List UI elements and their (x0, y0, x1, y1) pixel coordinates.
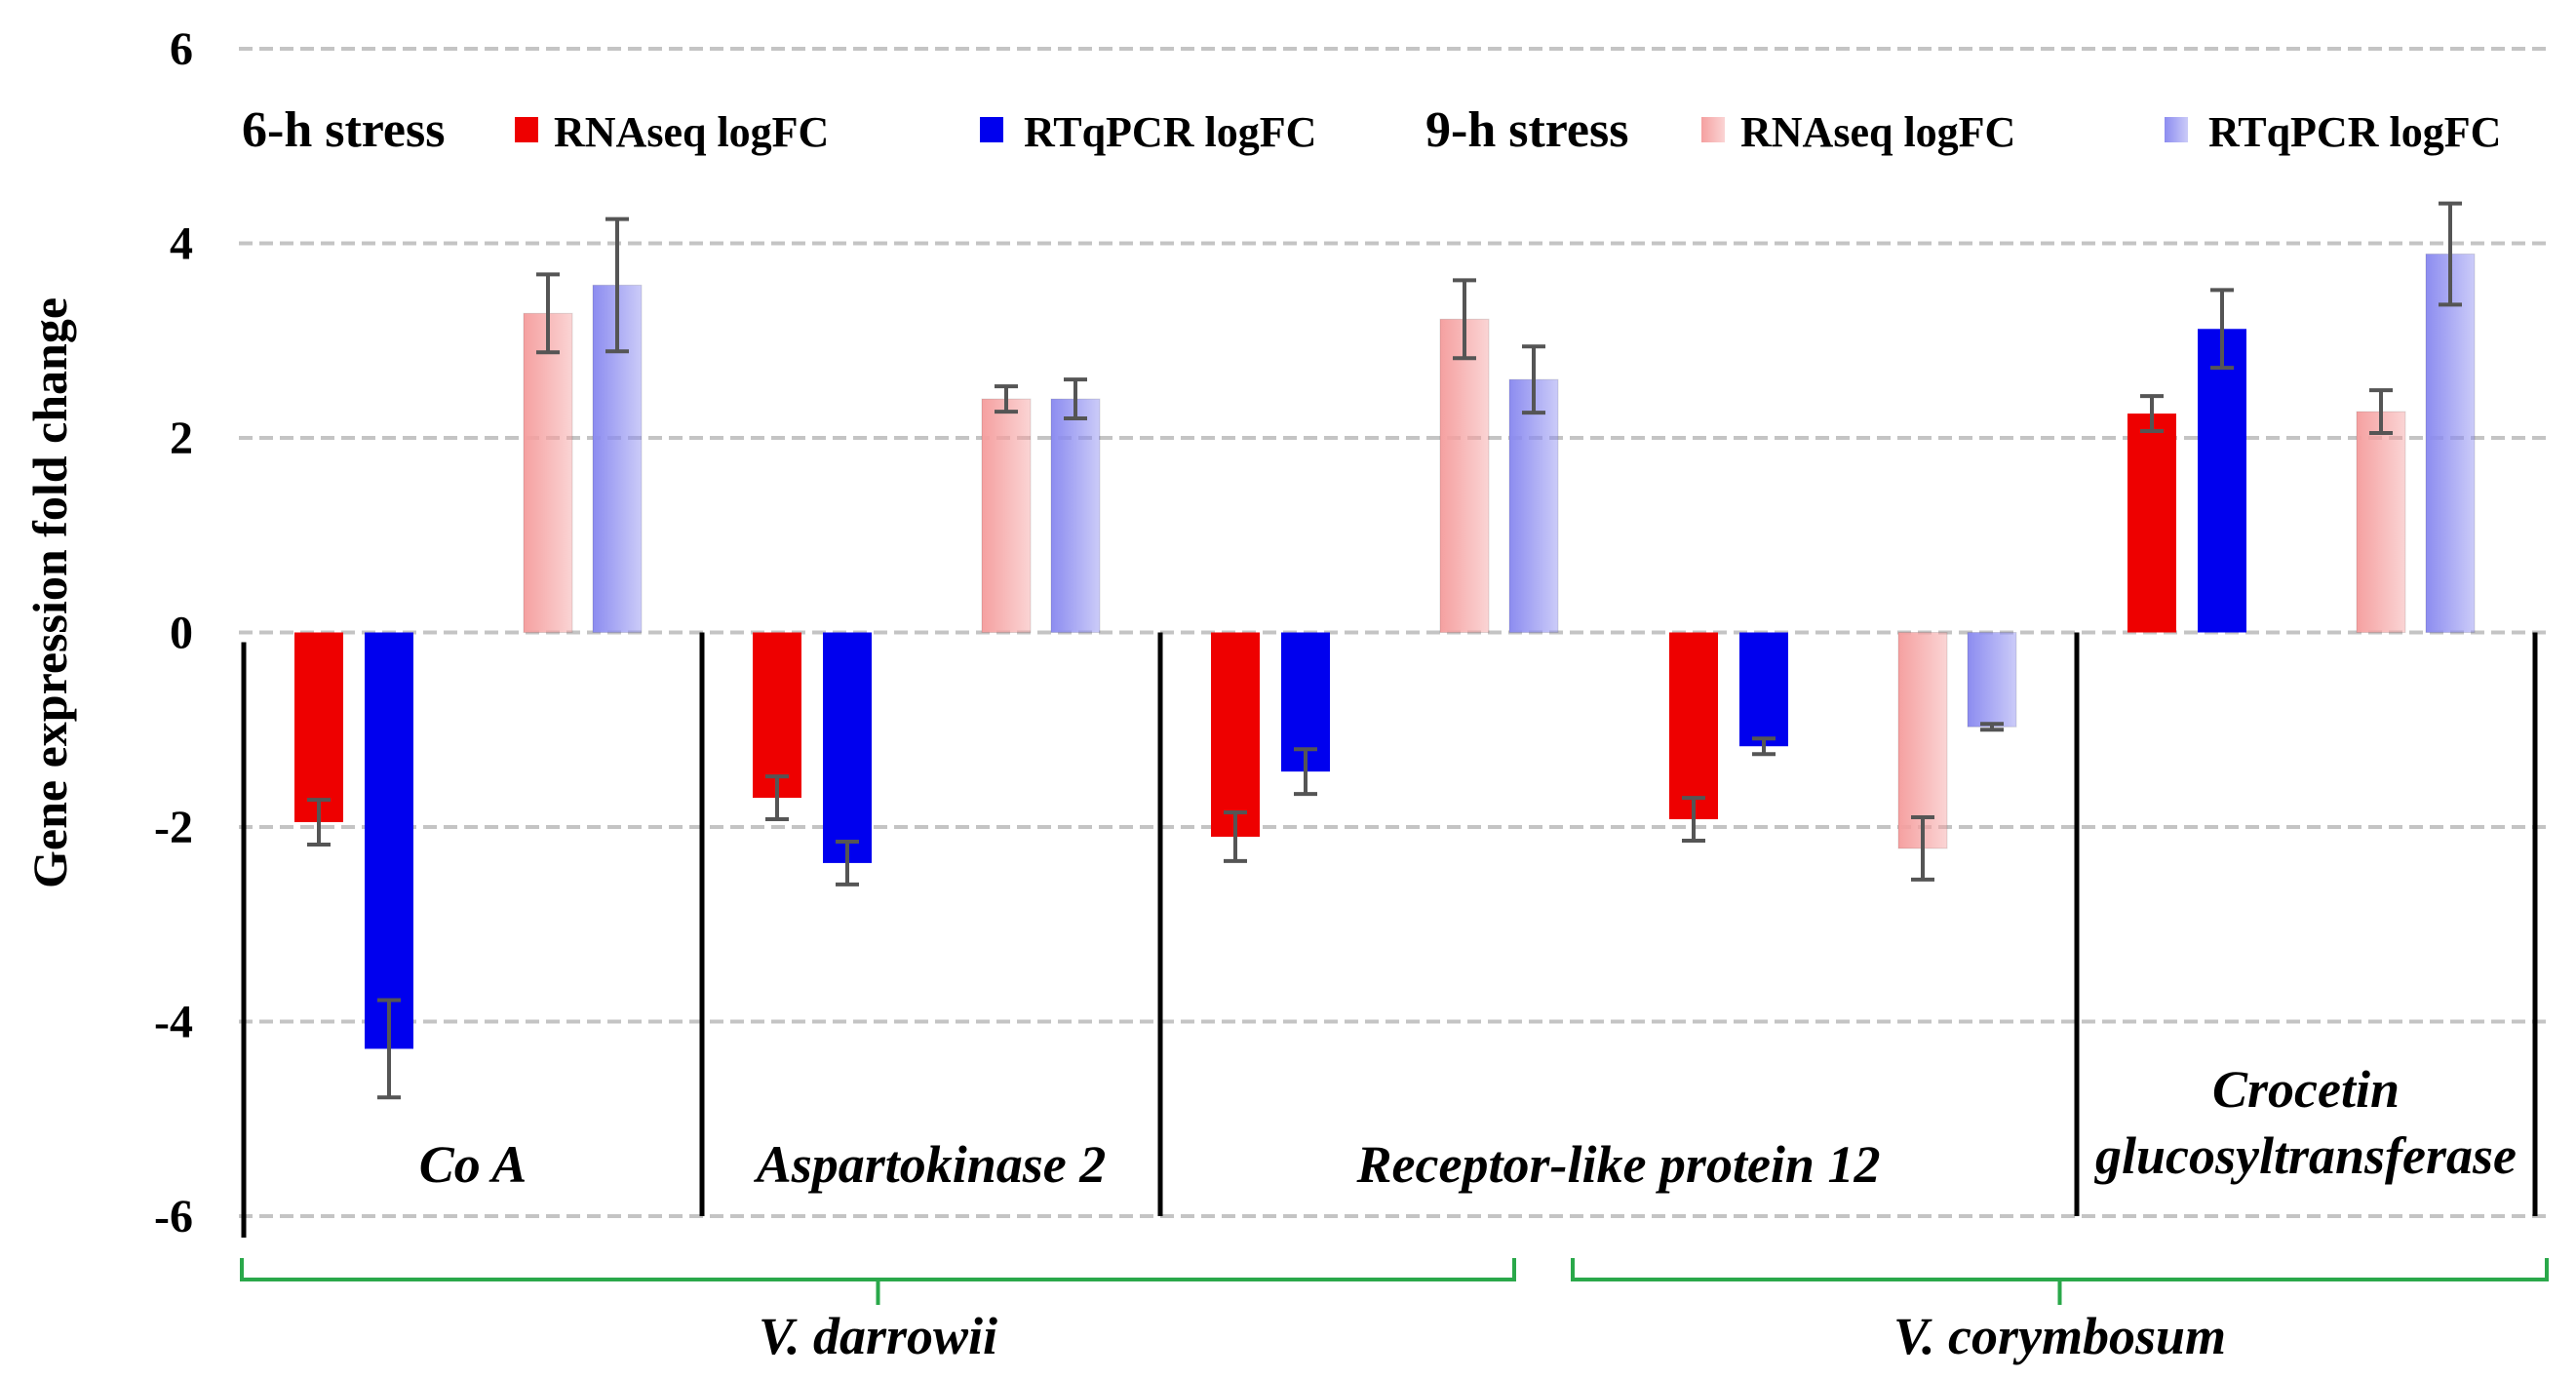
error-bar (1522, 344, 1545, 415)
bar-6-h-stress-rnaseq-logfc-5 (2127, 414, 2176, 633)
y-tick-label: 4 (170, 218, 193, 270)
error-bar (377, 998, 401, 1100)
bar-6-h-stress-rnaseq-logfc-2 (753, 632, 801, 799)
bar-9-h-stress-rtqpcr-logfc-5 (2425, 253, 2476, 633)
legend-group-title: 6-h stress (242, 102, 445, 158)
error-bar (836, 839, 859, 886)
category-label-crocetin-glucosyltransferase: Crocetin glucosyltransferase (2094, 1060, 2517, 1185)
y-tick-label: 2 (170, 413, 193, 464)
error-bar (1682, 796, 1705, 843)
bar-6-h-stress-rnaseq-logfc-1 (294, 632, 343, 823)
bars (294, 253, 2476, 1049)
legend-swatch-9-h-stress-rtqpcr-logfc (2165, 117, 2188, 142)
error-bar (1294, 747, 1317, 797)
species-label: V. darrowii (759, 1307, 997, 1365)
bar-9-h-stress-rnaseq-logfc-4 (1897, 632, 1948, 849)
error-bar (1980, 722, 2004, 732)
legend-swatch-6-h-stress-rtqpcr-logfc (980, 117, 1003, 142)
species-bracket-v-darrowii: V. darrowii (240, 1258, 1516, 1365)
error-bar (1224, 810, 1247, 863)
error-bars (307, 201, 2462, 1100)
legend-swatch-6-h-stress-rnaseq-logfc (515, 117, 538, 142)
bar-6-h-stress-rtqpcr-logfc-4 (1739, 632, 1788, 747)
species-label: V. corymbosum (1893, 1307, 2226, 1365)
bar-6-h-stress-rnaseq-logfc-3 (1211, 632, 1260, 837)
bar-6-h-stress-rtqpcr-logfc-2 (823, 632, 872, 863)
y-tick-label: -2 (154, 802, 193, 853)
legend-group-title: 9-h stress (1425, 102, 1628, 158)
error-bar (605, 217, 629, 354)
bar-9-h-stress-rnaseq-logfc-1 (523, 312, 573, 633)
error-bar (2140, 394, 2164, 434)
error-bar (2369, 388, 2393, 436)
error-bar (536, 272, 560, 355)
error-bar (2210, 288, 2234, 371)
error-bar (1453, 278, 1476, 361)
bar-9-h-stress-rnaseq-logfc-2 (981, 398, 1032, 633)
y-tick-labels: 6 4 2 0 -2 -4 -6 (154, 23, 193, 1242)
legend-entry-label: RNAseq logFC (554, 108, 829, 156)
error-bar (1752, 736, 1776, 757)
legend-entry-label: RTqPCR logFC (1024, 108, 1316, 156)
bar-9-h-stress-rnaseq-logfc-5 (2356, 411, 2406, 633)
bar-9-h-stress-rtqpcr-logfc-4 (1967, 632, 2017, 728)
y-axis-label: Gene expression fold change (22, 297, 77, 888)
y-tick-label: -6 (154, 1191, 193, 1242)
species-bracket-v-corymbosum: V. corymbosum (1571, 1258, 2549, 1365)
category-label-co-a: Co A (419, 1135, 527, 1194)
bar-9-h-stress-rtqpcr-logfc-2 (1050, 398, 1101, 633)
legend-swatch-9-h-stress-rnaseq-logfc (1701, 117, 1725, 142)
y-tick-label: -4 (154, 997, 193, 1048)
category-labels: Co A Aspartokinase 2 Receptor-like protein… (419, 1060, 2517, 1194)
bar-6-h-stress-rtqpcr-logfc-5 (2198, 329, 2246, 633)
bar-9-h-stress-rnaseq-logfc-3 (1439, 318, 1490, 633)
legend: 6-h stress RNAseq logFC RTqPCR logFC 9-h st… (242, 102, 2501, 158)
y-tick-label: 6 (170, 23, 193, 75)
bar-6-h-stress-rtqpcr-logfc-1 (365, 632, 413, 1049)
category-label-aspartokinase-2: Aspartokinase 2 (754, 1135, 1107, 1194)
category-label-receptor-like-protein-12: Receptor-like protein 12 (1356, 1135, 1881, 1194)
legend-entry-label: RTqPCR logFC (2208, 108, 2501, 156)
error-bar (1911, 815, 1934, 882)
legend-entry-label: RNAseq logFC (1740, 108, 2015, 156)
bar-6-h-stress-rnaseq-logfc-4 (1669, 632, 1718, 820)
y-tick-label: 0 (170, 608, 193, 659)
error-bar (2439, 201, 2462, 307)
species-brackets: V. darrowii V. corymbosum (240, 1258, 2549, 1365)
bar-9-h-stress-rtqpcr-logfc-3 (1508, 378, 1559, 633)
error-bar (765, 774, 789, 822)
error-bar (1064, 377, 1087, 421)
error-bar (307, 798, 331, 847)
category-dividers (241, 632, 2538, 1238)
error-bar (995, 384, 1018, 414)
